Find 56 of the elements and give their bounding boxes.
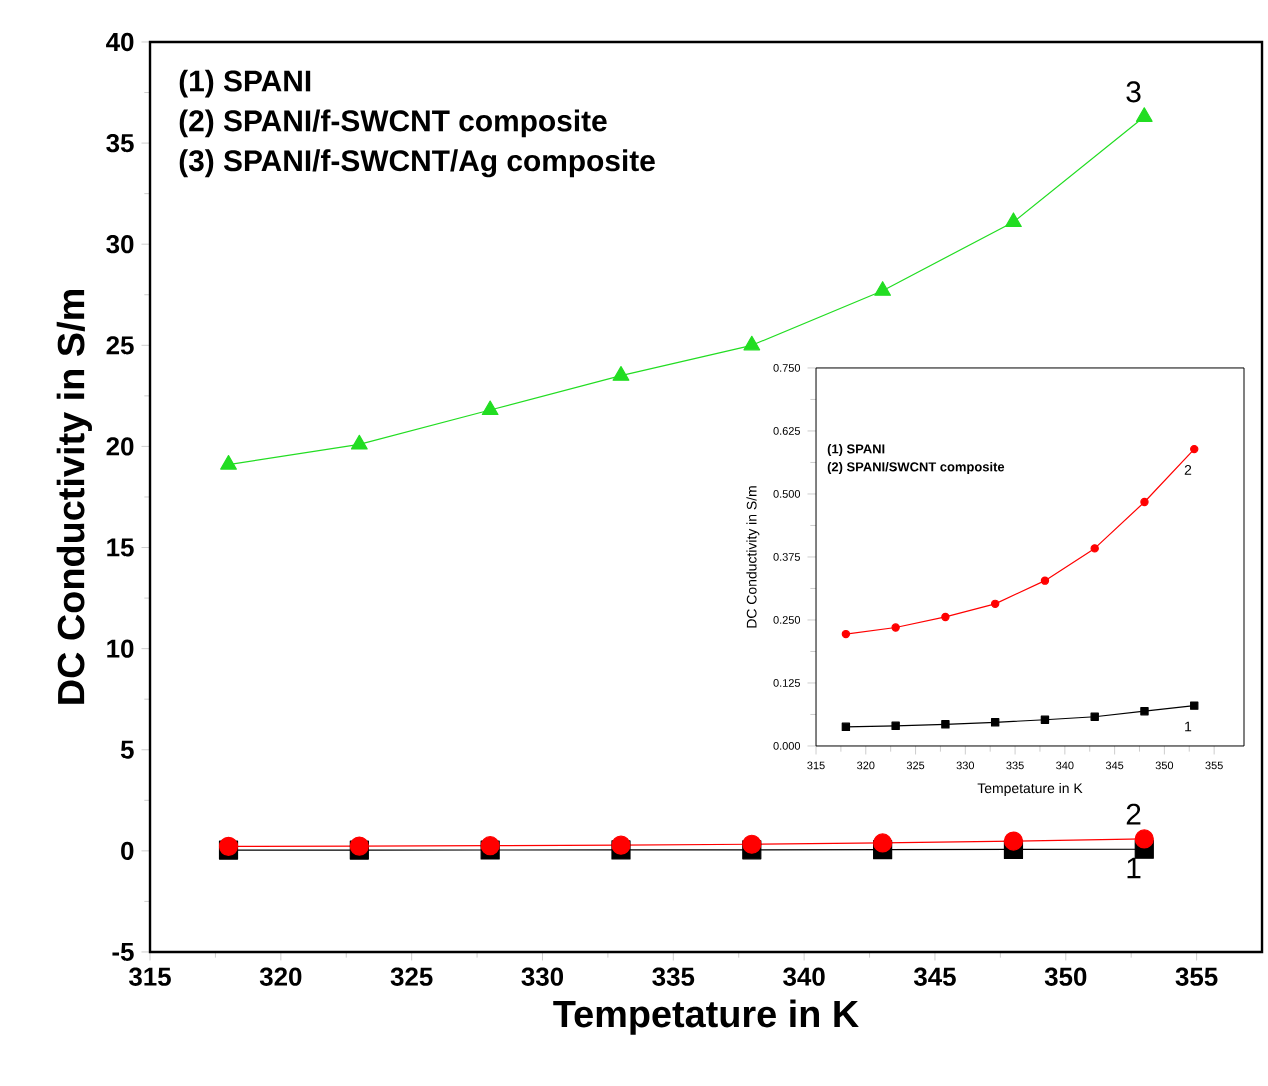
point (1040, 715, 1050, 724)
x-tick-label: 325 (390, 967, 433, 986)
point (1140, 706, 1149, 716)
point (990, 718, 1000, 727)
x-tick-label: 315 (129, 967, 171, 986)
point (1003, 831, 1024, 851)
x-tick-label: 320 (259, 967, 302, 986)
y-tick-label: 35 (106, 133, 134, 153)
point (1090, 712, 1099, 721)
point (1005, 212, 1022, 228)
x-tick-label: 335 (652, 967, 695, 986)
y-tick-label: 40 (106, 32, 134, 52)
y-tick-label: 30 (106, 235, 134, 254)
point (1140, 497, 1149, 507)
series-label: 2 (1126, 803, 1141, 825)
point (742, 834, 762, 854)
annotation: (1) SPANI (179, 69, 311, 98)
point (1190, 701, 1199, 710)
point (841, 629, 851, 639)
y-tick-label: 25 (106, 336, 134, 355)
point (1134, 829, 1154, 849)
point (220, 455, 237, 470)
x-axis-title: Tempetature in K (553, 999, 859, 1035)
x-tick-label: 355 (1175, 967, 1218, 986)
point (841, 722, 851, 732)
y-tick-label: -5 (112, 942, 134, 961)
annotation: (2) SPANI/f-SWCNT composite (179, 109, 607, 138)
point (941, 612, 950, 622)
point (481, 400, 499, 416)
point (1190, 444, 1199, 454)
point (350, 434, 368, 450)
y-axis-title: DC Conductivity in S/m (56, 290, 92, 704)
point (874, 281, 892, 296)
point (611, 835, 631, 855)
point (891, 623, 900, 632)
y-tick-label: 10 (107, 639, 134, 658)
point (990, 599, 1000, 609)
x-tick-label: 345 (913, 967, 956, 986)
y-tick-label: 0 (121, 841, 134, 861)
annotation: (3) SPANI/f-SWCNT/Ag composite (179, 149, 655, 178)
x-tick-label: 330 (521, 967, 564, 986)
series-label: 1 (1127, 857, 1141, 879)
point (1040, 576, 1050, 585)
x-tick-label: 350 (1044, 967, 1087, 986)
y-tick-label: 20 (106, 437, 134, 456)
point (873, 833, 893, 853)
series-label: 3 (1126, 81, 1141, 103)
point (941, 720, 950, 729)
point (1090, 544, 1099, 553)
x-tick-label: 340 (783, 967, 825, 986)
point (743, 335, 761, 351)
point (1135, 107, 1153, 122)
point (891, 721, 900, 731)
y-tick-label: 15 (107, 538, 134, 557)
y-tick-label: 5 (120, 740, 134, 759)
point (612, 366, 630, 381)
